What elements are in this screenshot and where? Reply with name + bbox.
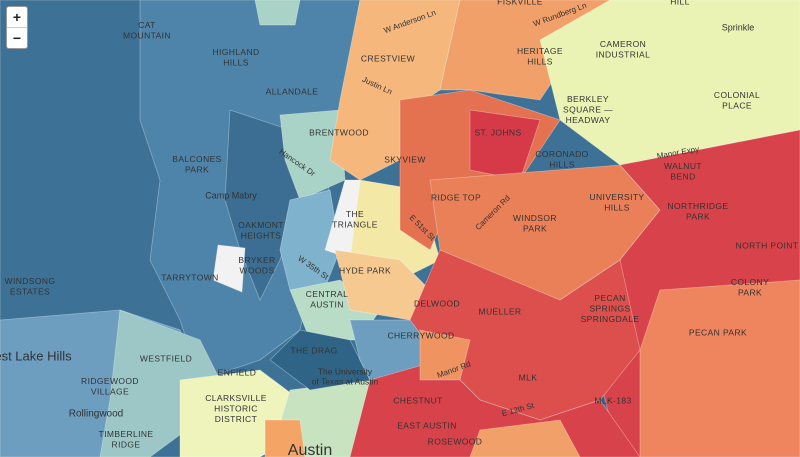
zoom-out-button[interactable]: − xyxy=(7,27,27,48)
neighborhood-label: HYDE PARK xyxy=(339,265,391,275)
neighborhood-label: WINDSONG xyxy=(5,276,56,286)
region xyxy=(419,329,471,381)
region xyxy=(264,419,306,457)
place-label: Austin xyxy=(288,442,332,457)
neighborhood-label: TARRYTOWN xyxy=(161,272,218,282)
neighborhood-label: CORONADO xyxy=(535,149,588,159)
neighborhood-label: ST. JOHNS xyxy=(474,127,521,137)
neighborhood-label: HILLS xyxy=(527,57,553,67)
neighborhood-label: CAMERON xyxy=(600,39,646,49)
place-label: Sprinkle xyxy=(722,22,755,32)
neighborhood-label: HISTORIC xyxy=(214,403,258,413)
neighborhood-label: CENTRAL xyxy=(306,289,348,299)
neighborhood-label: COLONIAL xyxy=(714,90,760,100)
neighborhood-label: MLK xyxy=(519,372,538,382)
neighborhood-label: PARK xyxy=(738,288,762,298)
neighborhood-label: WESTFIELD xyxy=(140,353,192,363)
neighborhood-label: EAST AUSTIN xyxy=(397,420,457,430)
neighborhood-label: VILLAGE xyxy=(91,387,129,397)
neighborhood-label: CRESTVIEW xyxy=(361,53,415,63)
neighborhood-label: UNIVERSITY xyxy=(589,192,644,202)
neighborhood-label: BRYKER xyxy=(238,255,275,265)
neighborhood-label: ENFIELD xyxy=(218,367,257,377)
neighborhood-label: PECAN xyxy=(594,293,625,303)
region xyxy=(254,0,301,26)
neighborhood-label: HILLS xyxy=(604,203,630,213)
neighborhood-label: HILLS xyxy=(549,160,575,170)
neighborhood-label: RIDGE xyxy=(112,440,141,450)
neighborhood-label: PLACE xyxy=(722,101,752,111)
zoom-control: + − xyxy=(6,6,28,49)
neighborhood-label: THE DRAG xyxy=(290,345,337,355)
neighborhood-label: BRENTWOOD xyxy=(309,127,369,137)
neighborhood-label: NORTH POINT xyxy=(736,240,799,250)
place-label: Camp Mabry xyxy=(205,190,257,200)
neighborhood-label: CLARKSVILLE xyxy=(205,393,267,403)
place-label: of Texas at Austin xyxy=(312,376,379,386)
neighborhood-label: ROSEWOOD xyxy=(428,436,483,446)
neighborhood-label: SPRINGDALE xyxy=(581,314,640,324)
neighborhood-label: WINDSOR xyxy=(513,213,557,223)
region xyxy=(639,279,800,457)
neighborhood-label: HILLS xyxy=(223,58,249,68)
place-label: Rollingwood xyxy=(69,409,123,420)
neighborhood-label: PARK xyxy=(523,224,547,234)
neighborhood-label: RIDGEWOOD xyxy=(81,376,139,386)
region xyxy=(539,0,800,166)
region xyxy=(469,419,581,457)
neighborhood-label: HIGHLAND xyxy=(212,47,259,57)
neighborhood-label: PECAN PARK xyxy=(689,327,747,337)
neighborhood-label: HEADWAY xyxy=(566,115,611,125)
neighborhood-label: DELWOOD xyxy=(414,298,460,308)
neighborhood-label: PARK xyxy=(686,212,710,222)
neighborhood-label: HILL xyxy=(670,0,690,6)
neighborhood-label: HEIGHTS xyxy=(241,231,282,241)
neighborhood-label: BEND xyxy=(670,172,695,182)
neighborhood-label: OAKMONT xyxy=(238,220,284,230)
neighborhood-label: MOUNTAIN xyxy=(123,31,171,41)
place-label: The University xyxy=(318,366,373,376)
neighborhood-label: RIDGE TOP xyxy=(431,192,481,202)
neighborhood-label: CHERRYWOOD xyxy=(387,330,454,340)
neighborhood-label: CHESTNUT xyxy=(393,395,442,405)
neighborhood-label: DISTRICT xyxy=(215,414,257,424)
region xyxy=(212,244,246,293)
neighborhood-label: WOODS xyxy=(239,266,274,276)
neighborhood-label: TRIANGLE xyxy=(332,220,378,230)
neighborhood-label: NORTHRIDGE xyxy=(668,201,729,211)
neighborhood-label: COLONY xyxy=(731,277,769,287)
neighborhood-label: FISKVILLE xyxy=(497,0,543,6)
place-label: est Lake Hills xyxy=(0,348,72,363)
region xyxy=(279,109,346,201)
neighborhood-label: AUSTIN xyxy=(310,300,344,310)
neighborhood-label: MUELLER xyxy=(479,306,522,316)
neighborhood-label: THE xyxy=(346,209,364,219)
neighborhood-label: ALLANDALE xyxy=(266,86,319,96)
neighborhood-label: ESTATES xyxy=(10,287,50,297)
neighborhood-label: BERKLEY xyxy=(567,94,609,104)
neighborhood-label: BALCONES xyxy=(172,154,222,164)
neighborhood-label: PARK xyxy=(185,165,209,175)
neighborhood-label: CAT xyxy=(138,20,156,30)
neighborhood-label: HERITAGE xyxy=(517,46,563,56)
neighborhood-label: SPRINGS xyxy=(589,303,630,313)
neighborhood-label: INDUSTRIAL xyxy=(596,50,651,60)
region xyxy=(269,329,371,391)
zoom-in-button[interactable]: + xyxy=(12,9,22,25)
neighborhood-label: SKYVIEW xyxy=(384,154,426,164)
neighborhood-label: TIMBERLINE xyxy=(98,429,153,439)
neighborhood-label: MLK-183 xyxy=(594,395,631,405)
neighborhood-label: SQUARE — xyxy=(563,104,613,114)
neighborhood-label: WALNUT xyxy=(664,161,702,171)
